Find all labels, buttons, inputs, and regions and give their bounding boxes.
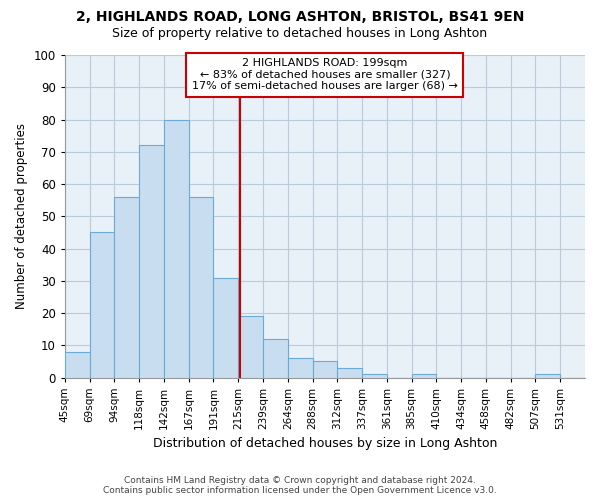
Bar [115,197,139,378]
Y-axis label: Number of detached properties: Number of detached properties [15,124,28,310]
Bar [412,374,436,378]
Bar [89,232,115,378]
Text: Size of property relative to detached houses in Long Ashton: Size of property relative to detached ho… [112,28,488,40]
Bar [362,374,387,378]
Bar [214,278,238,378]
Bar [238,316,263,378]
Text: 2, HIGHLANDS ROAD, LONG ASHTON, BRISTOL, BS41 9EN: 2, HIGHLANDS ROAD, LONG ASHTON, BRISTOL,… [76,10,524,24]
Bar [288,358,313,378]
Bar [263,339,288,378]
Text: 2 HIGHLANDS ROAD: 199sqm
← 83% of detached houses are smaller (327)
17% of semi-: 2 HIGHLANDS ROAD: 199sqm ← 83% of detach… [192,58,458,92]
Text: Contains HM Land Registry data © Crown copyright and database right 2024.
Contai: Contains HM Land Registry data © Crown c… [103,476,497,495]
Bar [139,146,164,378]
Bar [65,352,89,378]
X-axis label: Distribution of detached houses by size in Long Ashton: Distribution of detached houses by size … [153,437,497,450]
Bar [337,368,362,378]
Bar [164,120,188,378]
Bar [535,374,560,378]
Bar [313,362,337,378]
Bar [188,197,214,378]
